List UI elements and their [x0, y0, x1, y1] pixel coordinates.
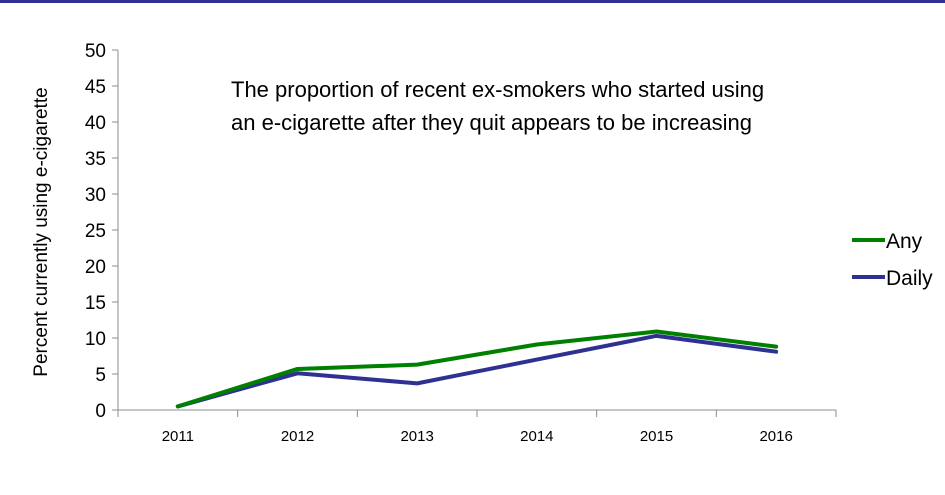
series-layer [175, 329, 779, 409]
legend-label-daily: Daily [886, 267, 933, 290]
x-axis-ticks: 2011 2012 2013 2014 2015 2016 [117, 410, 837, 445]
legend-label-any: Any [886, 230, 923, 253]
y-axis-label: Percent currently using e-cigarette [31, 87, 52, 376]
y-tick-label: 15 [85, 293, 106, 314]
x-tick-label: 2015 [640, 428, 673, 445]
y-tick-label: 20 [85, 257, 106, 278]
x-tick-label: 2011 [162, 428, 194, 445]
x-tick-label: 2014 [520, 428, 553, 445]
series-line-daily [175, 333, 779, 409]
y-tick-label: 25 [85, 221, 106, 242]
y-tick-label: 40 [85, 113, 106, 134]
series-line-any [175, 329, 779, 409]
top-rule [0, 0, 945, 3]
y-tick-label: 30 [85, 185, 106, 206]
x-tick-label: 2013 [400, 428, 433, 445]
y-tick-label: 0 [95, 401, 106, 422]
y-tick-label: 50 [85, 41, 106, 62]
annotation-line-2: an e-cigarette after they quit appears t… [231, 110, 752, 135]
y-tick-label: 10 [85, 329, 106, 350]
y-tick-label: 5 [95, 365, 106, 386]
y-tick-label: 35 [85, 149, 106, 170]
x-tick-label: 2016 [759, 428, 792, 445]
annotation-line-1: The proportion of recent ex-smokers who … [231, 77, 764, 102]
x-tick-label: 2012 [281, 428, 314, 445]
y-tick-label: 45 [85, 77, 106, 98]
y-axis-ticks: 0 5 10 15 20 25 30 35 40 45 50 [85, 41, 118, 422]
legend: Any Daily [852, 230, 933, 290]
